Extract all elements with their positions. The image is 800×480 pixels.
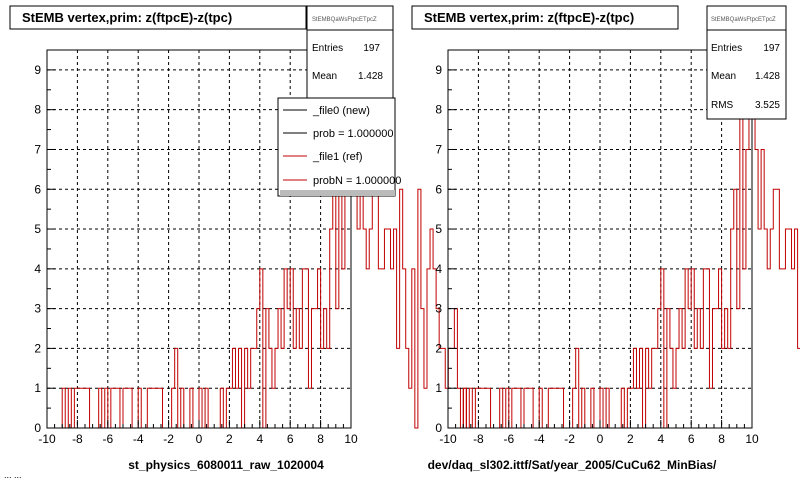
legend-entry-probn: probN = 1.000000	[313, 175, 401, 187]
right-stats-entries-value: 197	[763, 43, 780, 54]
right-x-tick-label: 2	[627, 432, 634, 446]
left-stats-entries-value: 197	[363, 43, 380, 54]
left-y-tick-label: 0	[34, 421, 41, 435]
left-y-tick-label: 8	[34, 103, 41, 117]
right-x-tick-label: -2	[564, 432, 575, 446]
left-x-tick-label: -10	[38, 432, 56, 446]
left-x-tick-label: -2	[163, 432, 174, 446]
right-stats-name: StEMBQaWsFtpcETpcZ	[711, 17, 776, 23]
legend-entry-new: _file0 (new)	[312, 105, 370, 117]
left-x-tick-label: 6	[287, 432, 294, 446]
legend-entry-ref: _file1 (ref)	[312, 151, 363, 163]
right-x-tick-label: 4	[657, 432, 664, 446]
right-x-tick-label: 10	[745, 432, 759, 446]
right-x-tick-label: 0	[597, 432, 604, 446]
left-title: StEMB vertex,prim: z(ftpcE)-z(tpc)	[22, 10, 232, 25]
right-title: StEMB vertex,prim: z(ftpcE)-z(tpc)	[424, 10, 634, 25]
left-y-tick-label: 6	[34, 182, 41, 196]
right-y-tick-label: 9	[435, 63, 442, 77]
right-y-tick-label: 3	[435, 302, 442, 316]
left-x-tick-label: -4	[133, 432, 144, 446]
right-x-tick-label: -8	[473, 432, 484, 446]
left-y-tick-label: 2	[34, 341, 41, 355]
left-x-tick-label: 0	[196, 432, 203, 446]
right-title-box	[411, 5, 679, 30]
right-x-tick-label: -10	[439, 432, 457, 446]
left-x-tick-label: 10	[344, 432, 358, 446]
left-x-tick-label: -6	[102, 432, 113, 446]
left-y-tick-label: 4	[34, 262, 41, 276]
left-x-tick-label: 8	[317, 432, 324, 446]
left-pad: StEMB vertex,prim: z(ftpcE)-z(tpc) -10 -8…	[9, 5, 564, 472]
right-stats-rms-label: RMS	[711, 100, 734, 111]
left-y-tick-label: 5	[34, 222, 41, 236]
right-y-tick-label: 6	[435, 182, 442, 196]
left-legend: _file0 (new) prob = 1.000000 _file1 (ref…	[277, 97, 401, 197]
left-x-tick-label: 2	[226, 432, 233, 446]
right-stats-mean-label: Mean	[711, 71, 736, 82]
left-stats-mean-value: 1.428	[358, 71, 383, 82]
right-stats-rms-value: 3.525	[755, 100, 780, 111]
right-y-tick-label: 0	[435, 421, 442, 435]
right-stats-entries-label: Entries	[711, 43, 742, 54]
right-y-tick-label: 7	[435, 142, 442, 156]
right-x-tick-label: -4	[534, 432, 545, 446]
left-x-axis-title: st_physics_6080011_raw_1020004	[128, 458, 324, 472]
left-y-tick-label: 1	[34, 381, 41, 395]
right-stats-box: StEMBQaWsFtpcETpcZ Entries 197 Mean 1.42…	[706, 5, 787, 120]
left-title-box	[9, 5, 307, 30]
right-y-tick-label: 2	[435, 341, 442, 355]
right-x-tick-label: 8	[718, 432, 725, 446]
left-stats-box: StEMBQaWsFtpcETpcZ Entries 197 Mean 1.42…	[306, 5, 394, 99]
right-x-tick-label: 6	[688, 432, 695, 446]
left-y-tick-label: 7	[34, 142, 41, 156]
left-stats-mean-label: Mean	[312, 71, 337, 82]
right-pad: StEMB vertex,prim: z(ftpcE)-z(tpc) -10 -8…	[411, 5, 800, 472]
left-stats-name: StEMBQaWsFtpcETpcZ	[312, 17, 377, 23]
left-histogram-series	[47, 69, 564, 429]
right-x-tick-label: -6	[503, 432, 514, 446]
right-stats-mean-value: 1.428	[755, 71, 780, 82]
left-x-tick-label: 4	[256, 432, 263, 446]
left-stats-entries-label: Entries	[312, 43, 343, 54]
right-y-tick-label: 4	[435, 262, 442, 276]
left-y-tick-label: 9	[34, 63, 41, 77]
left-x-tick-label: -8	[72, 432, 83, 446]
right-y-tick-label: 1	[435, 381, 442, 395]
footer-fragment: ... ...	[4, 470, 22, 480]
right-x-axis-title: dev/daq_sl302.ittf/Sat/year_2005/CuCu62_…	[428, 458, 717, 472]
right-y-tick-label: 5	[435, 222, 442, 236]
right-histogram-series	[448, 69, 800, 429]
left-y-tick-label: 3	[34, 302, 41, 316]
right-y-tick-label: 8	[435, 103, 442, 117]
legend-entry-prob: prob = 1.000000	[313, 128, 393, 140]
